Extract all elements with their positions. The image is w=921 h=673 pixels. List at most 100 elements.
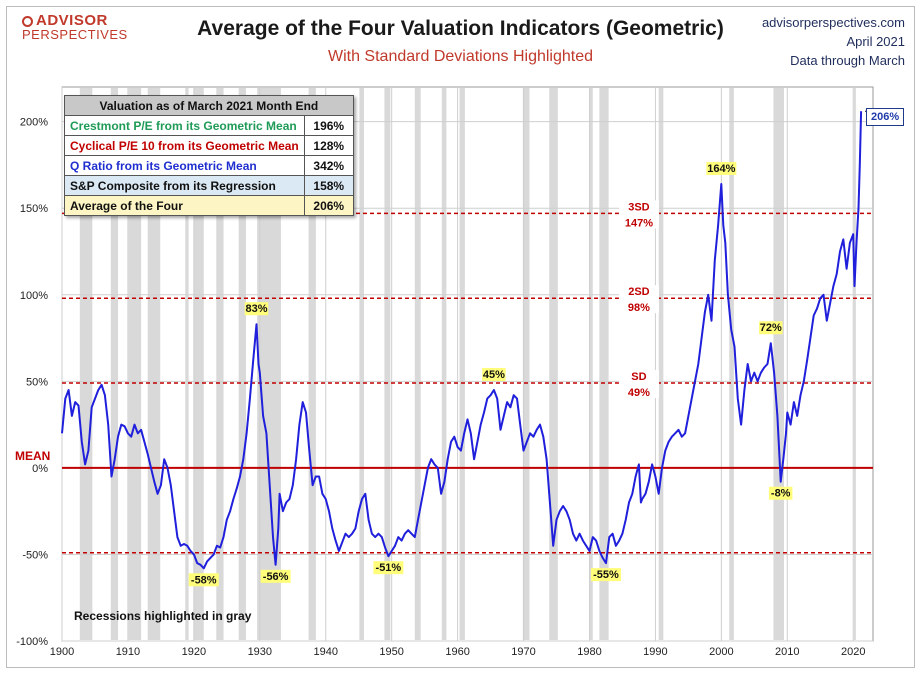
x-tick-label: 2010	[775, 646, 799, 658]
x-tick-label: 1940	[313, 646, 337, 658]
callout-label: -56%	[263, 571, 289, 583]
y-tick-label: 150%	[20, 203, 48, 215]
indicator-value: 342%	[303, 155, 354, 176]
recession-band	[853, 88, 856, 640]
recession-band	[384, 88, 391, 640]
recession-band	[193, 88, 204, 640]
sd-label-bg	[618, 370, 659, 399]
site-url[interactable]: advisorperspectives.com	[761, 15, 905, 30]
callout-bg	[759, 321, 783, 335]
callout-label: -58%	[191, 574, 217, 586]
recession-band	[589, 88, 593, 640]
y-tick-label: 50%	[26, 376, 48, 388]
valuation-series-line	[61, 111, 863, 570]
callout-label: 45%	[483, 369, 505, 381]
y-tick-label: 200%	[20, 117, 48, 129]
x-tick-label: 1990	[643, 646, 667, 658]
indicator-value: 206%	[303, 195, 354, 216]
callout-bg	[482, 367, 506, 381]
logo-line2: PERSPECTIVES	[22, 27, 128, 42]
recession-band	[110, 88, 119, 640]
logo-mark-icon	[22, 15, 33, 27]
x-tick-label: 1920	[182, 646, 206, 658]
sd-label: 3SD	[628, 201, 649, 213]
recession-band	[308, 88, 316, 640]
valuation-table-body: Crestmont P/E from its Geometric Mean 196…	[64, 115, 354, 216]
mean-label: MEAN	[15, 449, 50, 463]
table-row: Average of the Four 206%	[64, 195, 354, 216]
recession-band	[216, 88, 224, 640]
sd-value: 147%	[625, 217, 653, 229]
advisor-perspectives-logo[interactable]: ADVISOR PERSPECTIVES	[22, 12, 128, 42]
x-tick-label: 1980	[577, 646, 601, 658]
recession-band	[79, 88, 93, 640]
recession-band	[549, 88, 558, 640]
callout-label: -8%	[771, 488, 791, 500]
callout-label: 83%	[245, 303, 267, 315]
callout-bg	[706, 161, 737, 175]
recession-band	[414, 88, 421, 640]
sd-label: 2SD	[628, 286, 649, 298]
x-tick-label: 1910	[116, 646, 140, 658]
indicator-value: 158%	[303, 175, 354, 196]
callout-bg	[373, 561, 404, 575]
callout-label: 72%	[760, 322, 782, 334]
indicator-value: 196%	[303, 115, 354, 136]
recession-band	[459, 88, 465, 640]
logo-line1: ADVISOR	[22, 12, 128, 29]
recession-band	[441, 88, 447, 640]
recession-band	[729, 88, 734, 640]
sd-value: 98%	[628, 302, 650, 314]
indicator-label: Q Ratio from its Geometric Mean	[64, 155, 305, 176]
callout-label: 164%	[707, 163, 735, 175]
valuation-table-header: Valuation as of March 2021 Month End	[64, 95, 354, 116]
indicator-label: S&P Composite from its Regression	[64, 175, 305, 196]
recession-band	[147, 88, 161, 640]
data-note: Data through March	[790, 53, 905, 68]
chart-title: Average of the Four Valuation Indicators…	[197, 17, 724, 40]
chart-subtitle: With Standard Deviations Highlighted	[327, 48, 594, 65]
indicator-value: 128%	[303, 135, 354, 156]
recession-note: Recessions highlighted in gray	[74, 609, 252, 623]
x-tick-label: 1950	[379, 646, 403, 658]
recession-band	[359, 88, 364, 640]
recession-band	[238, 88, 246, 640]
y-tick-label: -50%	[22, 549, 48, 561]
y-tick-label: -100%	[16, 636, 48, 648]
callout-bg	[590, 568, 621, 582]
source-info: advisorperspectives.com April 2021 Data …	[762, 13, 905, 70]
recession-band	[658, 88, 664, 640]
x-tick-label: 1930	[248, 646, 272, 658]
sd-label-bg	[618, 200, 659, 229]
callout-bg	[768, 486, 793, 500]
y-tick-label: 0%	[32, 463, 48, 475]
indicator-label: Average of the Four	[64, 195, 305, 216]
x-tick-label: 1970	[511, 646, 535, 658]
callout-bg	[260, 569, 291, 583]
table-row: Cyclical P/E 10 from its Geometric Mean 1…	[64, 135, 354, 156]
sd-label-bg	[618, 285, 659, 314]
x-tick-label: 2000	[709, 646, 733, 658]
callout-bg	[244, 302, 269, 316]
table-row: Q Ratio from its Geometric Mean 342%	[64, 155, 354, 176]
x-tick-label: 1960	[445, 646, 469, 658]
x-tick-label: 2020	[841, 646, 865, 658]
indicator-label: Cyclical P/E 10 from its Geometric Mean	[64, 135, 305, 156]
logo-text-1: ADVISOR	[36, 12, 108, 29]
report-date: April 2021	[846, 34, 905, 49]
latest-value-badge: 206%	[866, 108, 905, 126]
sd-value: 49%	[628, 387, 650, 399]
recession-band	[522, 88, 530, 640]
recession-band	[128, 88, 142, 640]
x-tick-label: 1900	[50, 646, 74, 658]
recession-band	[773, 88, 784, 640]
sd-label: SD	[631, 371, 646, 383]
callout-bg	[188, 573, 219, 587]
valuation-table: Valuation as of March 2021 Month End Cre…	[64, 95, 354, 216]
recession-band	[257, 88, 281, 640]
table-row: Crestmont P/E from its Geometric Mean 196…	[64, 115, 354, 136]
callout-label: -55%	[593, 569, 619, 581]
y-tick-label: 100%	[20, 290, 48, 302]
callout-label: -51%	[376, 562, 402, 574]
indicator-label: Crestmont P/E from its Geometric Mean	[64, 115, 305, 136]
